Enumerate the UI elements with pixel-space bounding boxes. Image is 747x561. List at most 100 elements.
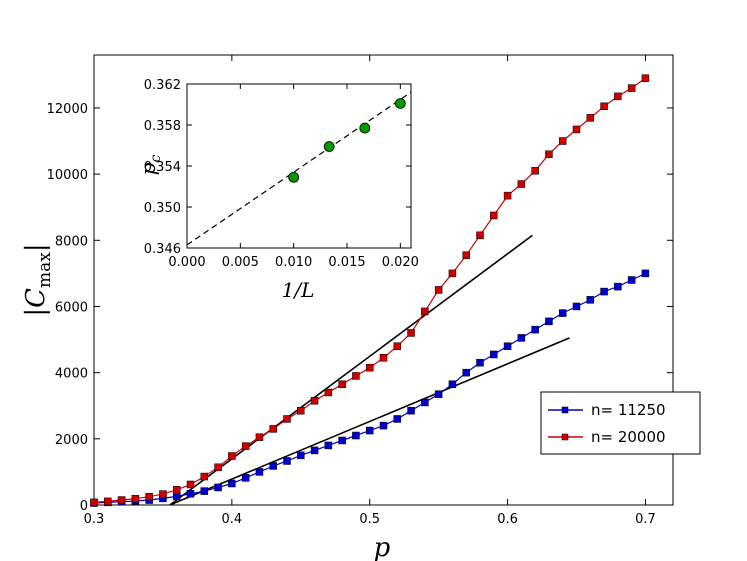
legend-label-series-2: n= 20000 (591, 428, 666, 446)
inset-x-tick-label: 0.010 (275, 255, 312, 270)
series-2-point (159, 490, 167, 498)
series-1-point (352, 431, 360, 440)
series-1-point (407, 406, 415, 415)
series-2-point (434, 286, 443, 294)
inset-x-axis-label: 1/L (282, 278, 315, 302)
series-2-point (255, 433, 264, 441)
series-1-point (297, 451, 305, 460)
series-1-point (641, 269, 650, 278)
inset-y-tick-label: 0.350 (144, 201, 181, 216)
legend-marker-series-2 (561, 433, 569, 441)
series-2-point (600, 102, 608, 111)
series-1-point (200, 487, 209, 495)
series-1-point (283, 457, 291, 465)
fit-line-2 (169, 337, 570, 506)
series-2-point (586, 114, 595, 122)
series-2-point (379, 354, 388, 362)
main-y-tick-label: 4000 (55, 367, 88, 382)
main-y-tick-label: 12000 (47, 102, 88, 117)
series-1-point (255, 468, 264, 476)
inset-y-tick-label: 0.362 (144, 78, 181, 93)
series-1-point (214, 483, 222, 492)
series-2-point (352, 372, 360, 380)
series-1-point (338, 436, 346, 445)
inset-ticks: 0.000 0.005 0.010 0.015 0.020 0.346 0.350 0.354… (144, 78, 419, 270)
svg-text:|Cmax|: |Cmax| (21, 243, 55, 316)
series-1-point (503, 342, 512, 350)
series-1-point (600, 287, 608, 296)
main-x-tick-label: 0.3 (84, 512, 105, 527)
series-2-point (462, 251, 470, 259)
main-y-tick-label: 6000 (55, 300, 88, 315)
inset-background (187, 84, 411, 248)
series-2-point (641, 74, 650, 82)
series-2-point (545, 150, 553, 159)
series-1-point (324, 441, 333, 450)
series-1-point (365, 426, 374, 435)
main-y-tick-label: 8000 (55, 234, 88, 249)
series-2-point (627, 84, 636, 92)
series-2-point (503, 191, 512, 200)
legend-label-series-1: n= 11250 (591, 401, 666, 419)
inset-point (394, 98, 406, 109)
series-1-point (434, 390, 443, 398)
main-axes-frame (93, 54, 674, 506)
series-2-point (531, 167, 539, 175)
legend: n= 11250 n= 20000 (540, 391, 701, 455)
series-2-point (407, 329, 415, 337)
series-2-point (186, 480, 195, 489)
series-2-point (228, 452, 236, 460)
series-2-point (172, 486, 181, 494)
inset-y-axis-label: pc (136, 155, 164, 176)
series-2-point (297, 406, 305, 415)
series-line-1 (93, 272, 646, 504)
series-2-point (310, 397, 319, 405)
inset-y-label-main: p (136, 162, 160, 175)
main-y-label-bar-right: | (21, 243, 51, 252)
series-1-point (531, 325, 539, 334)
main-plot: 0.3 0.4 0.5 0.6 0.7 0 2000 4000 6000 8000 10000 120… (47, 54, 674, 527)
series-2-point (448, 269, 457, 278)
series-1-point (572, 302, 581, 311)
inset-point (288, 171, 300, 183)
main-y-tick-label: 10000 (47, 168, 88, 183)
main-ticks: 0.3 0.4 0.5 0.6 0.7 0 2000 4000 6000 8000 10000 120… (47, 55, 673, 527)
series-1-point (448, 380, 457, 388)
main-x-tick-label: 0.4 (222, 512, 243, 527)
inset-point (359, 122, 371, 134)
main-y-label-symbol: C (21, 288, 51, 308)
series-1-point (241, 474, 250, 482)
main-y-label-subscript: max (35, 252, 55, 288)
main-y-axis-label: |Cmax| (21, 243, 55, 316)
series-2-point (269, 425, 277, 433)
series-2-point (393, 342, 402, 350)
series-2-point (117, 496, 126, 504)
series-2-point (145, 492, 153, 501)
inset-x-tick-label: 0.015 (328, 255, 365, 270)
inset-y-tick-label: 0.346 (144, 242, 181, 257)
series-2-point (200, 472, 209, 481)
series-1-point (490, 350, 498, 359)
legend-box (540, 391, 701, 455)
series-2-point (558, 137, 567, 145)
series-2-point (614, 92, 622, 101)
series-1-point (462, 368, 470, 377)
series-2-point (421, 307, 429, 316)
svg-text:pc: pc (136, 155, 164, 176)
series-1-point (545, 317, 553, 326)
inset-y-tick-label: 0.354 (144, 160, 181, 175)
main-y-tick-label: 2000 (55, 433, 88, 448)
series-2-point (365, 363, 374, 372)
series-1-point (393, 415, 402, 423)
main-markers (90, 74, 650, 507)
series-1-point (186, 490, 195, 498)
inset-x-tick-label: 0.020 (382, 255, 419, 270)
fit-line-1 (169, 234, 533, 506)
series-2-point (241, 442, 250, 450)
series-2-point (324, 388, 333, 397)
legend-marker-series-1 (561, 406, 569, 414)
series-2-point (283, 415, 291, 423)
main-x-tick-label: 0.6 (497, 512, 518, 527)
series-1-point (614, 282, 622, 291)
series-1-point (517, 334, 526, 342)
